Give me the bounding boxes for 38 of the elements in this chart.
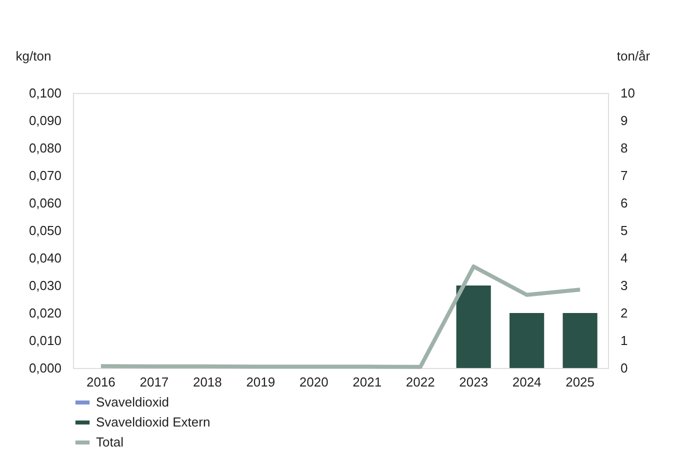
x-tick-label: 2019 xyxy=(246,374,276,390)
x-tick-label: 2021 xyxy=(352,374,382,390)
y2-tick-label: 2 xyxy=(620,306,628,320)
y-tick-label: 0,040 xyxy=(28,250,62,266)
y2-axis-title: ton/år xyxy=(616,48,651,64)
y-tick-label: 0,030 xyxy=(28,278,62,293)
y2-tick-label: 3 xyxy=(620,278,628,293)
x-tick-label: 2022 xyxy=(406,374,435,390)
x-tick-label: 2023 xyxy=(459,374,488,390)
y2-tick-label: 5 xyxy=(620,223,628,238)
x-tick-label: 2018 xyxy=(192,374,222,390)
y2-tick-label: 1 xyxy=(620,333,628,348)
y-tick-label: 0,070 xyxy=(28,168,62,183)
y-tick-label: 0,090 xyxy=(28,113,62,128)
y2-tick-label: 10 xyxy=(620,86,635,100)
y2-tick-label: 6 xyxy=(620,196,628,210)
y-tick-label: 0,050 xyxy=(28,223,62,238)
y-tick-label: 0,020 xyxy=(28,306,62,320)
y2-tick-label: 9 xyxy=(620,113,628,128)
y2-tick-label: 0 xyxy=(620,360,628,376)
legend-label: Svaveldioxid Extern xyxy=(96,414,210,430)
y-tick-label: 0,100 xyxy=(28,86,62,100)
line-series xyxy=(98,264,582,369)
y-tick-label: 0,000 xyxy=(28,360,62,376)
y2-tick-label: 4 xyxy=(620,250,628,266)
y-tick-label: 0,010 xyxy=(28,333,62,348)
y2-tick-label: 8 xyxy=(620,140,628,156)
y-axis-title: kg/ton xyxy=(16,48,52,64)
legend-label: Total xyxy=(96,434,124,450)
y2-tick-label: 7 xyxy=(620,168,628,183)
legend-label: Svaveldioxid xyxy=(96,394,169,410)
x-tick-label: 2025 xyxy=(566,374,595,390)
x-tick-label: 2017 xyxy=(140,374,169,390)
x-tick-label: 2024 xyxy=(512,374,542,390)
y-tick-label: 0,080 xyxy=(28,140,62,156)
x-tick-label: 2020 xyxy=(299,374,328,390)
x-tick-label: 2016 xyxy=(86,374,116,390)
y-tick-label: 0,060 xyxy=(28,196,62,210)
